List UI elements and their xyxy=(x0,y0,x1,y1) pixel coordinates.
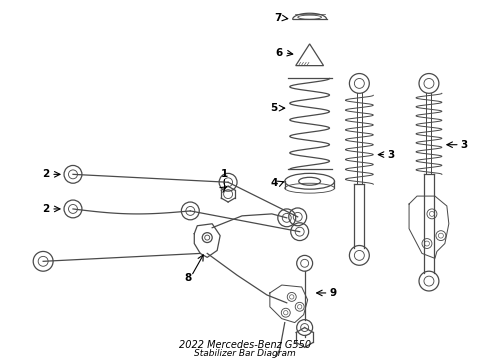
Text: 3: 3 xyxy=(387,150,394,159)
Text: 7: 7 xyxy=(274,13,282,23)
Text: 6: 6 xyxy=(275,48,283,58)
Text: 4: 4 xyxy=(270,178,278,188)
Text: 5: 5 xyxy=(270,103,278,113)
Text: 9: 9 xyxy=(329,288,337,298)
Text: 8: 8 xyxy=(185,273,192,283)
Text: Stabilizer Bar Diagram: Stabilizer Bar Diagram xyxy=(194,349,296,358)
Text: 1: 1 xyxy=(220,169,228,179)
Text: 2022 Mercedes-Benz G550: 2022 Mercedes-Benz G550 xyxy=(179,340,311,350)
Text: 2: 2 xyxy=(42,204,49,214)
Text: 3: 3 xyxy=(461,140,468,150)
Text: 2: 2 xyxy=(42,169,49,179)
